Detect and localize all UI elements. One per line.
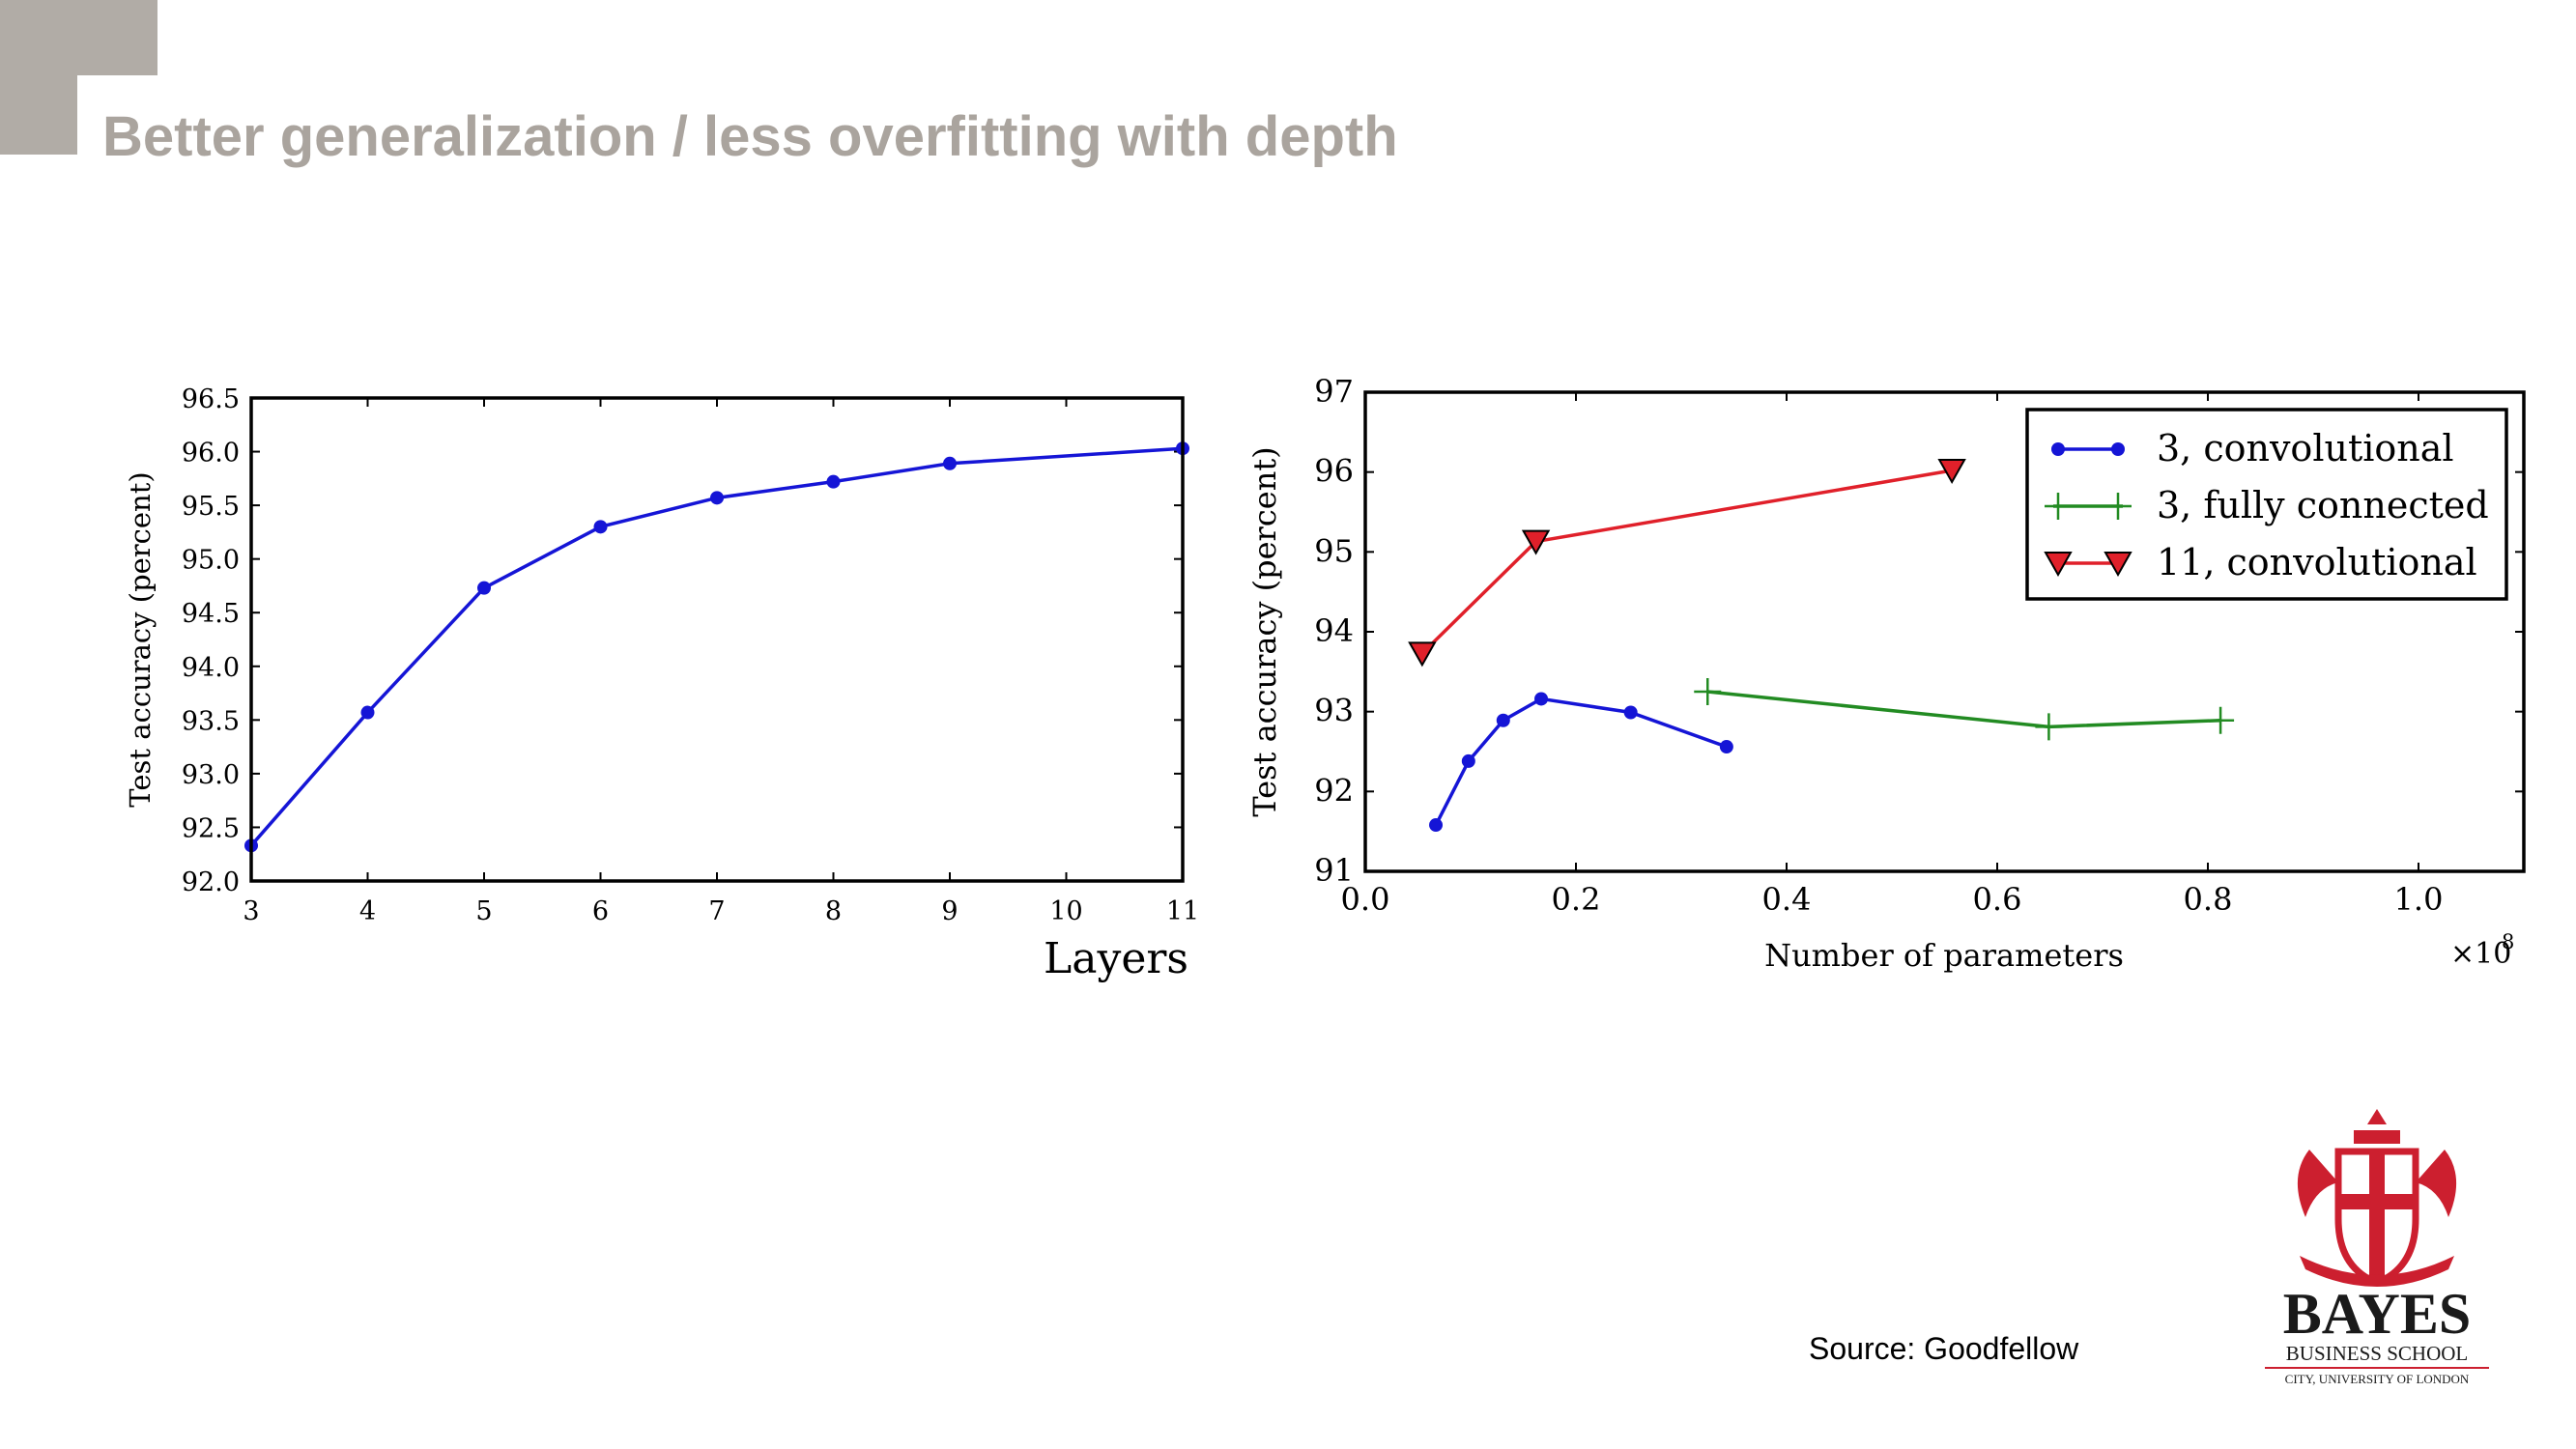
x-axis-multiplier: ×10 [2450, 937, 2511, 971]
legend-item: 3, fully connected [2045, 484, 2489, 526]
legend-marker [2045, 493, 2072, 520]
source-caption: Source: Goodfellow [1809, 1331, 2079, 1366]
x-axis-label: Layers [1044, 934, 1188, 983]
x-axis-multiplier-exponent: 8 [2502, 930, 2514, 953]
plot-frame [249, 396, 1185, 883]
bayes-logo: BAYES BUSINESS SCHOOL CITY, UNIVERSITY O… [2265, 1109, 2489, 1386]
crest-icon [2297, 1109, 2457, 1287]
data-point [710, 491, 724, 505]
data-point [477, 581, 491, 595]
data-point [1496, 713, 1510, 727]
y-tick-label: 92.5 [182, 813, 240, 843]
data-point [1623, 705, 1638, 720]
x-tick-label: 10 [1049, 896, 1082, 926]
series-0 [244, 441, 1189, 853]
y-tick-label: 96.5 [182, 384, 240, 414]
x-axis-label: Number of parameters [1764, 937, 2124, 974]
data-point [1461, 753, 1475, 768]
x-tick-label: 0.8 [2184, 881, 2233, 918]
data-point [1534, 692, 1549, 706]
y-tick-label: 97 [1314, 373, 1354, 410]
y-tick-label: 94.0 [182, 653, 240, 683]
plot-frame [1363, 390, 2526, 873]
y-tick-label: 95.5 [182, 492, 240, 522]
y-tick-label: 96.0 [182, 439, 240, 469]
y-tick-label: 93 [1314, 693, 1354, 729]
legend-item: 3, convolutional [2051, 427, 2454, 469]
y-tick-label: 96 [1314, 453, 1354, 490]
logo-wordmark: BAYES [2283, 1282, 2472, 1346]
x-tick-label: 0.2 [1552, 881, 1601, 918]
data-point [1719, 740, 1733, 754]
y-tick-label: 91 [1314, 852, 1354, 889]
series-line [249, 446, 1184, 847]
legend-item: 11, convolutional [2044, 541, 2477, 583]
x-tick-label: 7 [708, 896, 725, 926]
series-1 [1694, 678, 2235, 741]
legend-label: 3, convolutional [2157, 427, 2454, 469]
data-point [2035, 713, 2063, 741]
logo-university: CITY, UNIVERSITY OF LONDON [2285, 1372, 2470, 1386]
x-tick-label: 4 [359, 896, 376, 926]
y-tick-label: 94.5 [182, 599, 240, 629]
y-axis-label: Test accuracy (percent) [124, 471, 157, 807]
x-tick-label: 0.4 [1762, 881, 1812, 918]
series-line [1707, 690, 2221, 729]
x-tick-label: 0.6 [1973, 881, 2022, 918]
x-tick-label: 5 [475, 896, 492, 926]
legend-label: 11, convolutional [2157, 541, 2477, 583]
series-2 [1408, 459, 1966, 668]
data-point [1408, 641, 1437, 668]
y-tick-label: 95.0 [182, 546, 240, 576]
data-point [826, 474, 841, 489]
series-line [1420, 469, 1953, 655]
y-tick-label: 95 [1314, 532, 1354, 569]
legend: 3, convolutional 3, fully connected 11, co… [2025, 408, 2508, 601]
legend-marker [2044, 552, 2073, 578]
y-axis-label: Test accuracy (percent) [1246, 446, 1283, 816]
x-tick-label: 8 [825, 896, 842, 926]
x-tick-label: 11 [1166, 896, 1199, 926]
data-point [360, 705, 375, 720]
data-point [1429, 818, 1444, 833]
x-tick-label: 1.0 [2394, 881, 2444, 918]
legend-marker [2104, 552, 2132, 578]
layers-accuracy-chart: 3 4 5 6 7 8 9 10 11 92.0 92.5 93.0 93.5 94.0 94.5 95.0 9… [124, 384, 1199, 983]
data-point [1937, 459, 1966, 485]
data-point [593, 520, 608, 534]
x-tick-label: 0.0 [1341, 881, 1390, 918]
y-tick-label: 92.0 [182, 867, 240, 897]
data-point [1521, 529, 1551, 555]
legend-marker [2051, 442, 2065, 456]
legend-frame [2025, 408, 2508, 601]
x-tick-label: 9 [941, 896, 958, 926]
x-tick-label: 3 [243, 896, 259, 926]
parameters-accuracy-chart: 0.0 0.2 0.4 0.6 0.8 1.0 91 92 93 94 95 96 97 Number o… [1246, 373, 2526, 974]
y-tick-label: 92 [1314, 772, 1354, 809]
logo-subtitle: BUSINESS SCHOOL [2286, 1342, 2468, 1365]
data-point [1694, 678, 1722, 705]
x-tick-label: 6 [592, 896, 609, 926]
legend-marker [2111, 442, 2125, 456]
y-tick-label: 93.5 [182, 706, 240, 736]
series-0 [1429, 692, 1733, 833]
y-tick-label: 94 [1314, 612, 1354, 649]
y-tick-label: 93.0 [182, 760, 240, 790]
legend-label: 3, fully connected [2157, 484, 2489, 526]
series-line [1434, 696, 1728, 826]
legend-marker [2104, 493, 2132, 520]
corner-accent-left [0, 0, 77, 155]
slide-title: Better generalization / less overfitting… [102, 105, 1398, 168]
data-point [943, 456, 957, 470]
data-point [2207, 706, 2235, 734]
